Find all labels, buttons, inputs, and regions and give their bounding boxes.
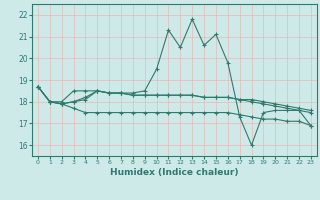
X-axis label: Humidex (Indice chaleur): Humidex (Indice chaleur) [110, 168, 239, 177]
